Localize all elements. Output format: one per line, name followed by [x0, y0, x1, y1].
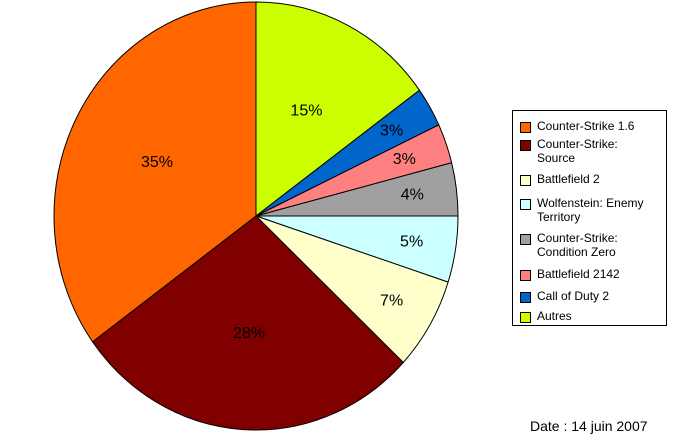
legend-swatch [520, 122, 531, 133]
legend-label-line: Battlefield 2142 [537, 267, 620, 281]
legend-item: Counter-Strike: Source [520, 137, 662, 165]
legend-swatch [520, 175, 531, 186]
legend-swatch [520, 270, 531, 281]
legend-swatch [520, 292, 531, 303]
legend-label-line: Counter-Strike 1.6 [537, 119, 635, 133]
legend-label: Battlefield 2142 [537, 267, 620, 281]
legend-label-line: Territory [537, 210, 581, 224]
legend-label: Counter-Strike: Source [537, 137, 618, 165]
slice-label-battlefield-2142: 3% [393, 151, 416, 168]
pie-slice-counter-strike-source [92, 215, 404, 431]
slice-label-counter-strike-1-6: 35% [141, 154, 173, 171]
slice-label-wolfenstein-enemy-territory: 5% [400, 234, 423, 251]
legend-label-line: Battlefield 2 [537, 172, 600, 186]
slice-label-autres: 15% [290, 103, 322, 120]
slice-label-counter-strike-source: 28% [233, 325, 265, 342]
legend-label: Counter-Strike 1.6 [537, 119, 634, 133]
legend-item: Call of Duty 2 [520, 289, 662, 303]
legend-label-line: Call of Duty 2 [537, 289, 610, 303]
legend-label-line: Condition Zero [537, 245, 616, 259]
legend-label-line: Source [537, 151, 576, 165]
legend-label: Counter-Strike: Condition Zero [537, 231, 618, 259]
legend-item: Counter-Strike: Condition Zero [520, 231, 662, 259]
pie-slice-labels: 15% 3% 3% 4% 5% 7% 28% 35% [141, 103, 424, 342]
legend-label: Call of Duty 2 [537, 289, 609, 303]
legend-label: Wolfenstein: Enemy Territory [537, 196, 644, 224]
slice-label-battlefield-2: 7% [380, 292, 403, 309]
legend-label-line: Counter-Strike: [537, 137, 618, 151]
legend-item: Battlefield 2142 [520, 267, 662, 281]
slice-label-counter-strike-condition-zero: 4% [401, 187, 424, 204]
legend-swatch [520, 234, 531, 245]
pie-slices [53, 1, 459, 431]
legend-label-line: Autres [537, 309, 572, 323]
legend-label-line: Counter-Strike: [537, 231, 618, 245]
legend-swatch [520, 199, 531, 210]
legend-item: Counter-Strike 1.6 [520, 119, 662, 133]
legend-label: Autres [537, 309, 572, 323]
legend-item: Wolfenstein: Enemy Territory [520, 196, 662, 224]
legend-item: Autres [520, 309, 662, 323]
legend-swatch [520, 312, 531, 323]
pie-slice-autres [255, 1, 420, 217]
pie-slice-counter-strike-1-6 [53, 1, 257, 343]
legend-item: Battlefield 2 [520, 172, 662, 186]
date-caption: Date : 14 juin 2007 [530, 418, 648, 434]
slice-label-call-of-duty-2: 3% [380, 123, 403, 140]
legend-label: Battlefield 2 [537, 172, 600, 186]
legend-swatch [520, 140, 531, 151]
legend-label-line: Wolfenstein: Enemy [537, 196, 644, 210]
chart-legend: Counter-Strike 1.6 Counter-Strike: Source B… [512, 110, 667, 326]
